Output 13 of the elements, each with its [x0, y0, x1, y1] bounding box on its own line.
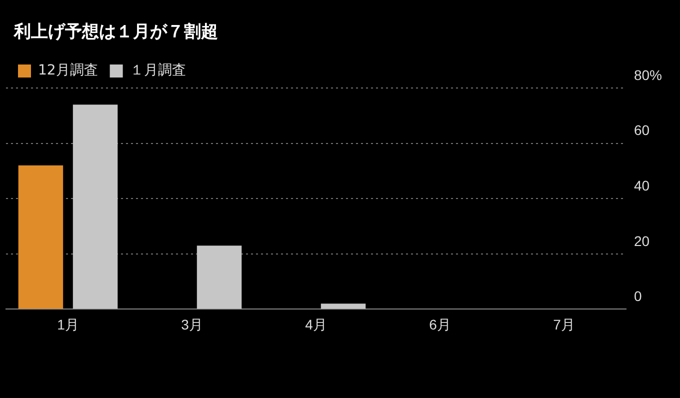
x-tick-label: 6月 [429, 316, 451, 332]
legend-label: １月調査 [130, 62, 186, 79]
x-tick-label: 4月 [305, 316, 327, 332]
legend-label: 12月調査 [38, 62, 98, 79]
x-tick-label: 1月 [57, 316, 79, 332]
y-tick-label: 40 [634, 177, 650, 194]
x-tick-label: 3月 [181, 316, 203, 332]
y-tick-label: 80% [634, 66, 662, 83]
chart-title: 利上げ予想は１月が７割超 [14, 21, 218, 43]
x-tick-label: 7月 [553, 316, 575, 332]
y-tick-label: 0 [634, 288, 642, 304]
y-tick-label: 60 [634, 122, 650, 138]
y-tick-label: 20 [634, 232, 650, 249]
